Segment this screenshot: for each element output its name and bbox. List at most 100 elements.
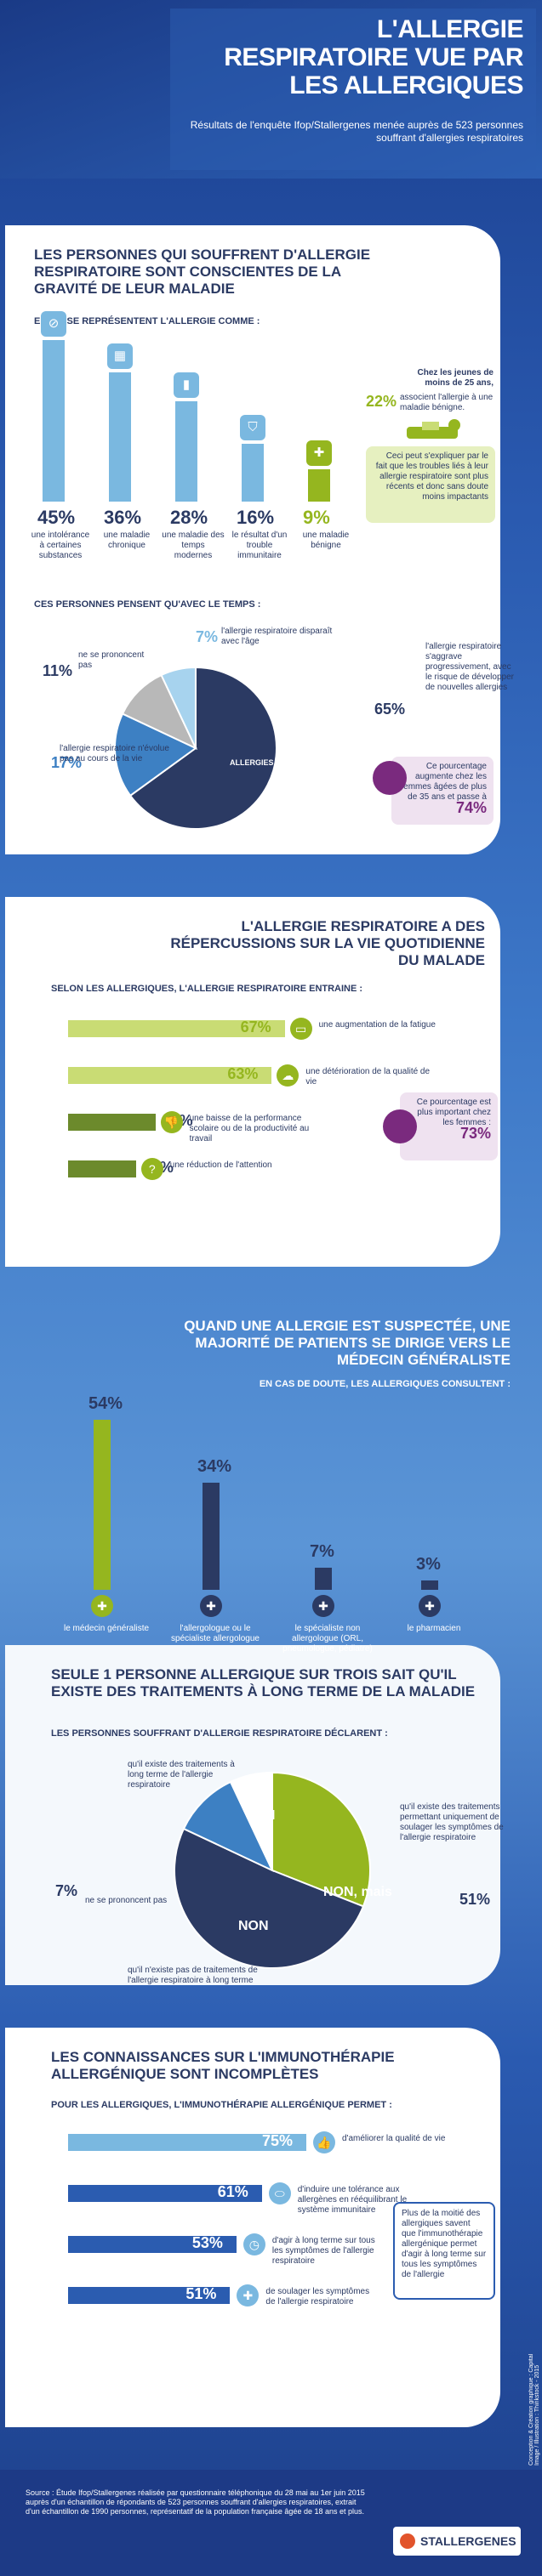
section5-heading: LES CONNAISSANCES SUR L'IMMUNOTHÉRAPIE A… (51, 2049, 395, 2082)
young-note: Chez les jeunes de moins de 25 ans, (417, 368, 494, 388)
chart1-category: le résultat d'un trouble immunitaire (231, 531, 288, 560)
stallergenes-logo: STALLERGENES (393, 2527, 521, 2556)
pie-slice (271, 1771, 371, 1908)
footer-source: Source : Étude Ifop/Stallergenes réalisé… (26, 2488, 365, 2516)
chart2-value: 63% (227, 1065, 259, 1082)
header: L'ALLERGIE RESPIRATOIRE VUE PAR LES ALLE… (0, 0, 542, 179)
thumbs-down-icon: 👎 (160, 1111, 183, 1133)
chart5-category: de soulager les symptômes de l'allergie … (265, 2287, 370, 2306)
chart5-bar (68, 2134, 306, 2151)
chart3-category: le pharmacien (407, 1624, 461, 1633)
section4-sub: LES PERSONNES SOUFFRANT D'ALLERGIE RESPI… (51, 1728, 388, 1739)
bandage-icon: ✚ (237, 2284, 260, 2306)
section4-heading: SEULE 1 PERSONNE ALLERGIQUE SUR TROIS SA… (51, 1666, 476, 1699)
section5-sub: POUR LES ALLERGIQUES, L'IMMUNOTHÉRAPIE A… (51, 2100, 392, 2110)
section3-sub: EN CAS DE DOUTE, LES ALLERGIQUES CONSULT… (259, 1379, 511, 1389)
pie-slice (182, 1780, 275, 1873)
section1-heading: LES PERSONNES QUI SOUFFRENT D'ALLERGIE R… (34, 247, 371, 297)
pie1-label: l'allergie respiratoire disparaît avec l… (221, 627, 333, 646)
chart2-value: 67% (240, 1018, 271, 1036)
pie-value: 17% (51, 754, 82, 771)
chart2-category: une augmentation de la fatigue (318, 1020, 436, 1030)
pie1-logo: ALLERGIES (230, 758, 274, 767)
shield-icon: ⛉ (240, 415, 265, 441)
chart2-bar (68, 1020, 285, 1037)
pie-value: 7% (55, 1882, 77, 1899)
chart3-value: 54% (88, 1394, 123, 1413)
chart1-category: une intolérance à certaines substances (31, 531, 90, 560)
chart1-bar (43, 340, 65, 502)
chart2-category: une détérioration de la qualité de vie (305, 1067, 431, 1087)
pie2-label: ne se prononcent pas (85, 1896, 168, 1905)
chart1-bar (308, 469, 330, 502)
chart1-category: une maladie chronique (103, 531, 151, 550)
pie-value: 11% (43, 662, 72, 679)
chart3-bar (203, 1483, 220, 1590)
chart3-category: le médecin généraliste (63, 1624, 150, 1633)
chart2-bar (68, 1114, 156, 1131)
pie2-inner-label: OUI (251, 1808, 275, 1823)
chart5-bar (68, 2236, 237, 2253)
chart5-value: 75% (262, 2132, 294, 2149)
pie2-label: qu'il existe des traitements permettant … (400, 1802, 504, 1842)
chart2-bar (68, 1067, 272, 1084)
footer: Source : Étude Ifop/Stallergenes réalisé… (0, 2470, 542, 2576)
women-text: Ce pourcentage augmente chez les femmes … (401, 762, 487, 802)
logo-mark-icon (400, 2533, 415, 2549)
chart3-bar (421, 1580, 438, 1590)
chart2-bar (68, 1160, 136, 1177)
pill-icon: ⬭ (268, 2182, 291, 2204)
chart1-category: une maladie bénigne (302, 531, 350, 550)
pie-slice (174, 1827, 365, 1969)
bandage-icon: ✚ (306, 440, 332, 466)
calendar-icon: ▦ (107, 343, 133, 369)
pie-slice (128, 666, 277, 830)
footer-credit: Conception & Création graphique : Capita… (528, 2353, 540, 2465)
factory-icon: ▮ (174, 372, 199, 398)
pie1-label: l'allergie respiratoire s'aggrave progre… (425, 642, 514, 692)
chart3-value: 7% (310, 1542, 334, 1562)
chart5-category: d'induire une tolérance aux allergènes e… (297, 2185, 408, 2215)
no-sign-icon: ⊘ (41, 311, 66, 337)
pie-value: 7% (196, 628, 218, 645)
young-pct: 22% (366, 393, 397, 410)
chart5-category: d'améliorer la qualité de vie (342, 2134, 446, 2143)
chart5-value: 53% (191, 2234, 223, 2251)
section2-heading: L'ALLERGIE RESPIRATOIRE A DES RÉPERCUSSI… (170, 918, 485, 968)
chart1-bar (109, 372, 131, 502)
chart2-category: une baisse de la performance scolaire ou… (189, 1114, 310, 1143)
page-subtitle: Résultats de l'enquête Ifop/Stallergenes… (190, 119, 523, 144)
chart3-bar (94, 1420, 111, 1590)
chart1-value: 16% (237, 507, 275, 528)
woman2-profile-icon (383, 1109, 417, 1143)
chart1-value: 36% (104, 507, 142, 528)
chart2-category: une réduction de l'attention (169, 1160, 272, 1170)
pie2-inner-label: NON, mais (323, 1885, 392, 1899)
page-title: L'ALLERGIE RESPIRATOIRE VUE PAR LES ALLE… (224, 15, 523, 99)
chart5-bar (68, 2185, 262, 2202)
cloud-icon: ☁ (277, 1064, 300, 1087)
pie-slice (160, 666, 197, 749)
chart1-value: 9% (303, 507, 330, 528)
thumbs-up-icon: 👍 (313, 2131, 335, 2153)
doctor-icon: ✚ (200, 1595, 222, 1617)
pie-slice (114, 712, 197, 797)
doctor-icon: ✚ (419, 1595, 441, 1617)
pie-value: 51% (459, 1891, 490, 1908)
evolution-pie-chart: 65% 17% 11% 7% ALLERGIES (43, 628, 405, 830)
reading-person-icon (407, 418, 466, 440)
chart5-category: d'agir à long terme sur tous les symptôm… (271, 2236, 375, 2266)
chart1-bar (242, 444, 264, 502)
section1-sub: ELLES SE REPRÉSENTENT L'ALLERGIE COMME : (34, 316, 260, 326)
pie-slice (121, 673, 198, 751)
chart1-value: 28% (170, 507, 208, 528)
chart1-bar (175, 400, 197, 502)
logo-text: STALLERGENES (420, 2534, 516, 2548)
chart3-category: le spécialiste non allergologue (ORL, pn… (282, 1624, 373, 1654)
chart5-bar (68, 2287, 231, 2304)
pie2-label: qu'il n'existe pas de traitements de l'a… (128, 1966, 258, 1985)
doctor-icon: ✚ (312, 1595, 334, 1617)
pie2-label: qu'il existe des traitements à long term… (128, 1760, 235, 1790)
women-pct: 74% (455, 799, 487, 816)
